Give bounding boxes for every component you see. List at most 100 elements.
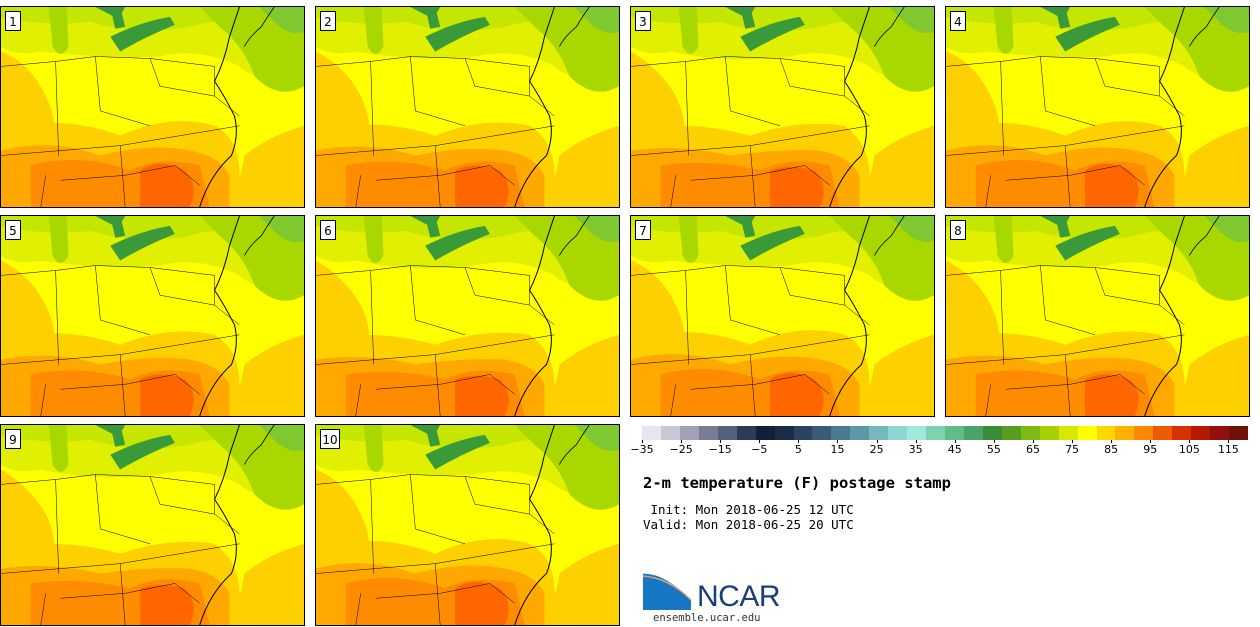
map-feature: [559, 216, 590, 256]
map-feature: [678, 7, 699, 55]
colorbar-tick-label: 35: [908, 443, 923, 456]
map-feature: [1204, 7, 1249, 33]
map-feature: [770, 166, 824, 207]
map-feature: [1144, 216, 1185, 416]
map-feature: [993, 7, 1014, 55]
colorbar-tick-mark: [1072, 440, 1074, 443]
colorbar-tick-label: 95: [1143, 443, 1158, 456]
temperature-map: [946, 7, 1249, 207]
colorbar-swatch: [679, 426, 699, 440]
source-url: ensemble.ucar.edu: [653, 612, 761, 624]
colorbar-tick-label: 25: [869, 443, 884, 456]
map-feature: [829, 7, 934, 92]
map-feature: [199, 216, 240, 416]
colorbar-swatch: [1096, 426, 1116, 440]
map-feature: [829, 216, 870, 416]
colorbar-swatch: [717, 426, 737, 440]
map-feature: [1189, 216, 1220, 256]
map-feature: [110, 425, 126, 447]
map-feature: [740, 216, 756, 238]
colorbar-swatch: [907, 426, 927, 440]
map-feature: [740, 225, 805, 261]
colorbar-ticks: −35 −25 −15 −5 5 15 25 35 45 55 65 75 85 95 105 115: [630, 440, 1248, 458]
map-feature: [1085, 163, 1139, 207]
map-feature: [574, 425, 619, 451]
colorbar-tick-mark: [837, 440, 839, 443]
member-panel-4: 4: [945, 6, 1250, 208]
colorbar-tick-mark: [798, 440, 800, 443]
map-feature: [199, 7, 304, 92]
temperature-map: [316, 216, 619, 416]
colorbar-tick-label: −35: [630, 443, 654, 456]
temperature-map: [631, 7, 934, 207]
map-feature: [229, 543, 304, 625]
colorbar-swatch: [1001, 426, 1021, 440]
colorbar-tick-label: 45: [947, 443, 962, 456]
colorbar-tick-mark: [876, 440, 878, 443]
colorbar-tick-mark: [1032, 440, 1034, 443]
map-feature: [110, 216, 126, 238]
map-feature: [829, 216, 934, 301]
map-feature: [946, 56, 1185, 207]
colorbar-tick-label: 75: [1065, 443, 1080, 456]
map-feature: [544, 543, 619, 625]
colorbar-tick-mark: [759, 440, 761, 443]
colorbar-tick-label: 55: [986, 443, 1001, 456]
colorbar-swatch: [1210, 426, 1230, 440]
colorbar-swatch: [774, 426, 794, 440]
member-label: 1: [5, 11, 21, 31]
map-feature: [110, 434, 175, 470]
map-feature: [678, 216, 699, 264]
colorbar-swatch: [982, 426, 1002, 440]
map-feature: [1, 474, 240, 625]
temperature-map: [1, 7, 304, 207]
colorbar-tick-mark: [1111, 440, 1113, 443]
colorbar-swatch: [698, 426, 718, 440]
colorbar-swatch: [1153, 426, 1173, 440]
map-feature: [1144, 216, 1249, 301]
map-feature: [259, 425, 304, 451]
map-feature: [874, 216, 905, 256]
map-feature: [363, 7, 384, 55]
colorbar-tick-mark: [954, 440, 956, 443]
colorbar-swatch: [793, 426, 813, 440]
map-feature: [455, 165, 509, 207]
map-feature: [244, 425, 275, 465]
map-feature: [425, 216, 441, 238]
colorbar-tick-mark: [720, 440, 722, 443]
colorbar-tick-label: 5: [794, 443, 802, 456]
logo-wordmark: NCAR: [697, 580, 781, 613]
member-label: 4: [950, 11, 966, 31]
map-feature: [140, 584, 194, 625]
colorbar-swatch: [1191, 426, 1211, 440]
member-label: 10: [320, 429, 340, 449]
member-panel-10: 10: [315, 424, 620, 626]
colorbar-swatch: [642, 426, 661, 440]
temperature-map: [316, 7, 619, 207]
map-feature: [48, 7, 69, 55]
colorbar-tick-mark: [642, 440, 643, 443]
map-feature: [559, 7, 590, 47]
temperature-map: [946, 216, 1249, 416]
map-feature: [514, 7, 555, 207]
member-panel-3: 3: [630, 6, 935, 208]
map-feature: [316, 474, 555, 625]
map-feature: [770, 372, 824, 416]
map-feature: [316, 56, 555, 207]
map-feature: [140, 374, 194, 416]
map-feature: [574, 7, 619, 33]
map-feature: [859, 125, 934, 207]
map-feature: [559, 425, 590, 465]
colorbar-swatch: [888, 426, 908, 440]
colorbar-tick-label: −5: [751, 443, 768, 456]
map-feature: [48, 425, 69, 473]
map-feature: [244, 216, 275, 256]
colorbar-swatch: [1172, 426, 1192, 440]
member-panel-7: 7: [630, 215, 935, 417]
map-feature: [259, 216, 304, 242]
map-feature: [425, 16, 490, 52]
member-label: 7: [635, 220, 651, 240]
map-feature: [110, 7, 126, 29]
colorbar-swatch: [831, 426, 851, 440]
colorbar-tick-label: 65: [1025, 443, 1040, 456]
